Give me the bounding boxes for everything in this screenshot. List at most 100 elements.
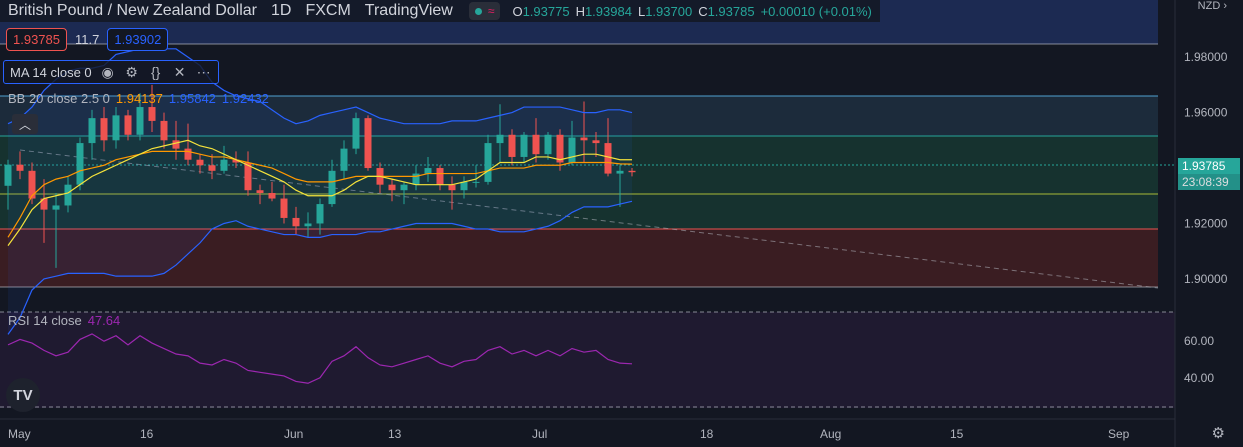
candle (364, 118, 372, 169)
candle (268, 192, 276, 199)
candle (112, 115, 120, 141)
chevron-up-icon: ︿ (18, 117, 31, 132)
wave-icon: ≈ (487, 4, 495, 18)
candle (52, 205, 60, 210)
exchange-label: FXCM (305, 2, 351, 19)
candle (460, 181, 468, 191)
candle (352, 118, 360, 149)
spread-value: 11.7 (75, 32, 100, 47)
candle (424, 168, 432, 174)
candle (148, 107, 156, 121)
rsi-value: 47.64 (87, 313, 121, 328)
ma-legend[interactable]: MA 14 close 0 ◉ ⚙ {} ✕ ⋯ (3, 60, 219, 84)
candle (136, 107, 144, 135)
eye-icon[interactable]: ◉ (101, 63, 114, 80)
close-icon[interactable]: ✕ (173, 63, 186, 80)
candle (340, 148, 348, 171)
bb-basis-line (7, 150, 633, 238)
y-tick-label: 1.90000 (1184, 272, 1228, 286)
candle (28, 170, 36, 199)
bb-label: BB 20 close 2.5 0 (8, 91, 110, 106)
candle (448, 184, 456, 191)
candle (40, 198, 48, 210)
candle (616, 170, 624, 174)
last-price: 1.93785 (1178, 158, 1240, 174)
hlines (0, 0, 1176, 447)
candle (172, 140, 180, 149)
candle (400, 184, 408, 191)
candle (508, 134, 516, 157)
bb-legend[interactable]: BB 20 close 2.5 0 1.94137 1.95842 1.9243… (8, 91, 269, 106)
bid-ask: 1.93785 11.7 1.93902 (6, 28, 169, 51)
candle (124, 115, 132, 135)
candle (628, 170, 636, 173)
ohlc-values: O1.93775 H1.93984 L1.93700 C1.93785 +0.0… (512, 3, 872, 19)
last-price-tag: 1.93785 23:08:39 (1178, 158, 1240, 192)
candle (304, 223, 312, 227)
trend-line (19, 149, 1159, 289)
gear-icon[interactable]: ⚙ (125, 63, 138, 80)
bb-lower-value: 1.92432 (221, 91, 269, 106)
candle (592, 140, 600, 144)
candle (532, 134, 540, 155)
candle (244, 162, 252, 191)
bb-lower-line (7, 200, 633, 335)
candle (76, 143, 84, 185)
candle (232, 159, 240, 163)
candle (100, 118, 108, 141)
candle (520, 134, 528, 157)
ask-button[interactable]: 1.93902 (107, 28, 169, 51)
zone-upper (0, 96, 1158, 136)
candle (280, 198, 288, 218)
rsi-pane (0, 312, 1175, 408)
zone-red (0, 229, 1158, 287)
source-label: TradingView (364, 2, 453, 19)
candle (64, 184, 72, 206)
tradingview-logo[interactable]: TV (6, 378, 40, 412)
candle (196, 159, 204, 166)
candle (604, 143, 612, 174)
currency-selector[interactable]: NZD › (1197, 0, 1227, 12)
more-icon[interactable]: ⋯ (196, 63, 211, 80)
candle (256, 190, 264, 193)
ma-label: MA 14 close 0 (10, 64, 92, 80)
rsi-line (7, 333, 633, 384)
candle (484, 143, 492, 182)
y-tick-label: 1.96000 (1184, 106, 1228, 120)
candle (436, 168, 444, 185)
x-tick-label: Sep (1108, 427, 1130, 441)
x-tick-label: 15 (950, 427, 964, 441)
x-tick-label: Jun (284, 427, 303, 441)
candle (208, 165, 216, 171)
y-tick-label: 1.92000 (1184, 216, 1228, 230)
ma-line (7, 139, 632, 247)
x-tick-label: Jul (532, 427, 547, 441)
candle (292, 217, 300, 227)
market-status[interactable]: ≈ (468, 2, 501, 20)
rsi-legend[interactable]: RSI 14 close 47.64 (8, 313, 120, 328)
collapse-legend-button[interactable]: ︿ (12, 114, 38, 134)
symbol-title[interactable]: British Pound / New Zealand Dollar (8, 2, 258, 19)
chart-settings-icon[interactable]: ⚙ (1211, 425, 1225, 442)
candle (316, 204, 324, 224)
candle (220, 159, 228, 171)
braces-icon[interactable]: {} (150, 64, 161, 80)
x-tick-label: 18 (700, 427, 714, 441)
chart-header: British Pound / New Zealand Dollar 1D FX… (0, 0, 880, 22)
rsi-tick-label: 60.00 (1184, 334, 1214, 348)
bid-button[interactable]: 1.93785 (6, 28, 67, 51)
candle (472, 181, 480, 183)
bb-mid-value: 1.94137 (115, 91, 163, 106)
x-tick-label: 13 (388, 427, 402, 441)
x-tick-label: May (8, 427, 31, 441)
candle (16, 164, 24, 171)
interval-label[interactable]: 1D (271, 2, 292, 19)
candle (496, 134, 504, 144)
candle (544, 134, 552, 155)
candle (580, 137, 588, 141)
candle (184, 148, 192, 160)
market-open-icon (474, 7, 482, 15)
candle (88, 118, 96, 144)
x-tick-label: 16 (140, 427, 154, 441)
